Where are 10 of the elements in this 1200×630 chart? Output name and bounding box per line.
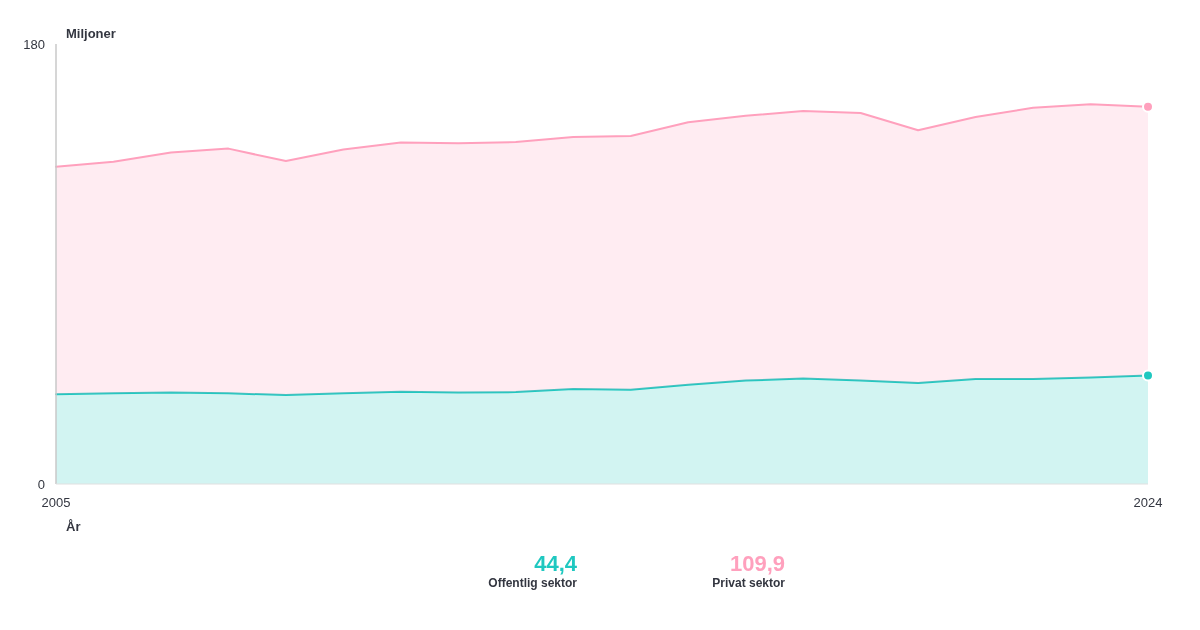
y-axis-title: Miljoner <box>66 26 116 41</box>
x-tick-label: 2024 <box>1133 495 1163 510</box>
y-tick-label: 0 <box>37 476 45 492</box>
y-tick-label: 180 <box>23 36 45 52</box>
x-tick-label: 2005 <box>41 495 71 510</box>
x-axis-title: År <box>66 519 81 534</box>
text: 44,4 <box>534 551 577 576</box>
text: 109,9 <box>729 551 785 576</box>
category-label: Privat sektor <box>712 576 786 590</box>
category-label: Offentlig sektor <box>488 576 578 590</box>
